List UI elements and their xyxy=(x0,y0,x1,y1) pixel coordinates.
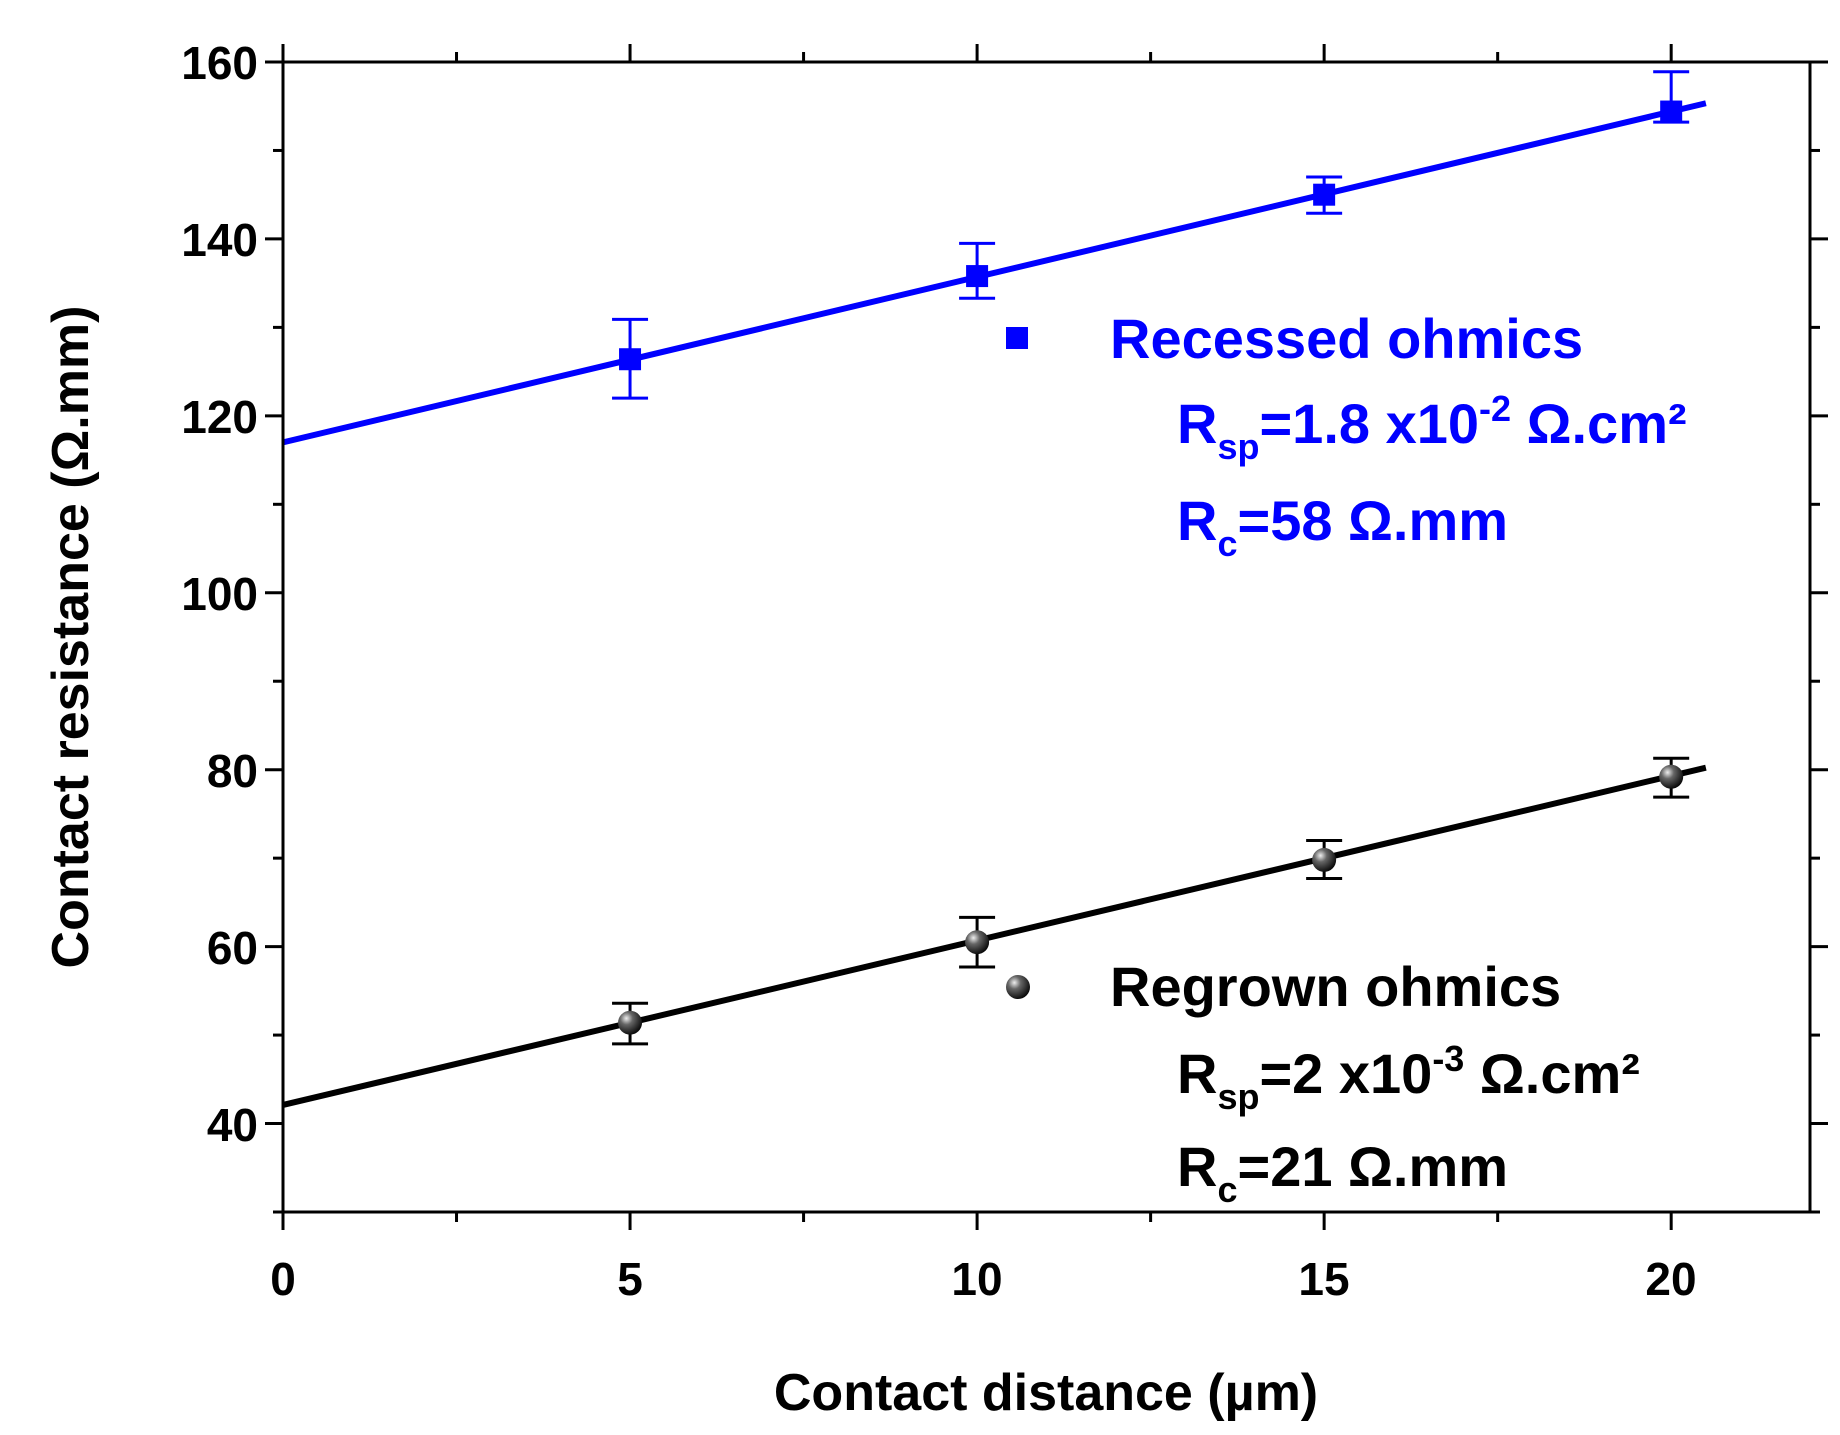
x-tick-labels: 0 5 10 15 20 xyxy=(270,1253,1696,1305)
fit-line-regrown xyxy=(282,764,1707,1108)
rsp-main: R xyxy=(1177,392,1217,455)
y-tick-label: 40 xyxy=(207,1099,258,1151)
y-tick-labels: 40 60 80 100 120 140 160 xyxy=(181,37,258,1151)
rsp-main: R xyxy=(1177,1042,1217,1105)
y-axis-title: Contact resistance (Ω.mm) xyxy=(42,306,100,969)
x-axis-title: Contact distance (µm) xyxy=(774,1364,1318,1422)
rsp-sub: sp xyxy=(1217,1076,1259,1117)
data-point-regrown xyxy=(1312,847,1337,872)
rsp-exp: -3 xyxy=(1432,1038,1464,1079)
fit-line-recessed xyxy=(282,100,1707,446)
legend-label: Recessed ohmics xyxy=(1110,307,1583,370)
rc-sub: c xyxy=(1217,523,1237,564)
annotation-regrown: Rsp=2 x10-3 Ω.cm² Rc=21 Ω.mm xyxy=(1177,1038,1640,1210)
rc-eq: =58 Ω.mm xyxy=(1237,489,1508,552)
y-tick-label: 80 xyxy=(207,745,258,797)
legend-square-marker xyxy=(1006,327,1028,349)
fit-lines xyxy=(282,100,1707,1108)
y-tick-label: 140 xyxy=(181,214,258,266)
rc-annotation: Rc=58 Ω.mm xyxy=(1177,489,1508,564)
legend-recessed: Recessed ohmics xyxy=(1006,307,1583,370)
x-tick-label: 10 xyxy=(951,1253,1002,1305)
data-point-regrown xyxy=(965,930,990,955)
rsp-eq: =2 x10 xyxy=(1259,1042,1432,1105)
rc-sub: c xyxy=(1217,1169,1237,1210)
rc-main: R xyxy=(1177,1135,1217,1198)
legend-label: Regrown ohmics xyxy=(1110,955,1561,1018)
axis-ticks xyxy=(265,44,1828,1230)
rsp-annotation: Rsp=1.8 x10-2 Ω.cm² xyxy=(1177,388,1687,467)
annotation-recessed: Rsp=1.8 x10-2 Ω.cm² Rc=58 Ω.mm xyxy=(1177,388,1687,564)
x-tick-label: 15 xyxy=(1298,1253,1349,1305)
legend-sphere-marker xyxy=(1006,975,1030,999)
x-tick-label: 0 xyxy=(270,1253,296,1305)
data-point-recessed xyxy=(619,348,642,371)
data-point-recessed xyxy=(1660,100,1683,123)
x-tick-label: 5 xyxy=(617,1253,643,1305)
y-tick-label: 100 xyxy=(181,568,258,620)
data-point-recessed xyxy=(1313,183,1336,206)
rsp-eq: =1.8 x10 xyxy=(1259,392,1479,455)
rc-annotation: Rc=21 Ω.mm xyxy=(1177,1135,1508,1210)
rsp-unit: Ω.cm² xyxy=(1511,392,1687,455)
data-point-regrown xyxy=(618,1010,643,1035)
rsp-unit: Ω.cm² xyxy=(1464,1042,1640,1105)
rc-main: R xyxy=(1177,489,1217,552)
rsp-sub: sp xyxy=(1217,426,1259,467)
y-tick-label: 160 xyxy=(181,37,258,89)
legend-regrown: Regrown ohmics xyxy=(1006,955,1561,1018)
data-points xyxy=(618,100,1684,1035)
y-tick-label: 60 xyxy=(207,922,258,974)
rsp-annotation: Rsp=2 x10-3 Ω.cm² xyxy=(1177,1038,1640,1117)
data-point-regrown xyxy=(1659,764,1684,789)
plot-frame xyxy=(281,60,1812,1214)
y-tick-label: 120 xyxy=(181,391,258,443)
rsp-exp: -2 xyxy=(1479,388,1511,429)
rc-eq: =21 Ω.mm xyxy=(1237,1135,1508,1198)
data-point-recessed xyxy=(966,265,989,288)
x-tick-label: 20 xyxy=(1645,1253,1696,1305)
